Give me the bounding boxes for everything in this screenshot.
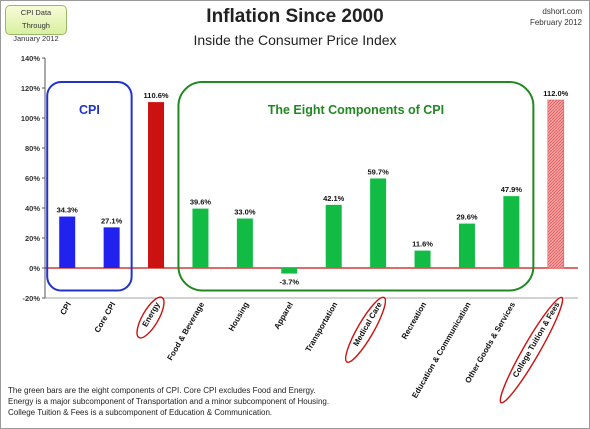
value-label: 34.3%: [57, 206, 79, 215]
bar-recreation: [414, 250, 431, 268]
data-through-box: CPI Data Through January 2012: [5, 5, 67, 43]
category-label: Recreation: [400, 300, 429, 340]
y-tick-label: 20%: [25, 234, 40, 243]
bar-food-beverage: [192, 208, 209, 268]
y-tick-label: 100%: [21, 114, 41, 123]
category-label: Food & Beverage: [165, 300, 206, 362]
group-boxes: CPI The Eight Components of CPI: [46, 81, 535, 292]
bar-education-communication: [458, 223, 475, 268]
category-label: Apparel: [272, 301, 295, 331]
value-label: 27.1%: [101, 216, 123, 225]
source-date: February 2012: [529, 18, 582, 27]
value-label: 29.6%: [456, 213, 478, 222]
category-label: Transportation: [304, 300, 340, 353]
category-label: CPI: [58, 301, 72, 317]
y-tick-label: 120%: [21, 84, 41, 93]
chart-notes: The green bars are the eight components …: [8, 385, 582, 418]
highlight-circle: [499, 296, 564, 404]
note-line-3: College Tuition & Fees is a subcomponent…: [8, 408, 273, 417]
components-group-box: [177, 81, 535, 292]
y-tick-label: 40%: [25, 204, 40, 213]
value-label: 47.9%: [501, 185, 523, 194]
category-label: College Tuition & Fees: [511, 300, 562, 379]
value-label: 39.6%: [190, 198, 212, 207]
chart-title: Inflation Since 2000: [206, 6, 384, 27]
value-label: 11.6%: [412, 240, 433, 249]
y-tick-label: -20%: [22, 294, 40, 303]
value-label: -3.7%: [279, 278, 299, 287]
bar-energy: [148, 102, 165, 268]
value-label: 42.1%: [323, 194, 345, 203]
value-label: 110.6%: [144, 91, 169, 100]
category-label: Housing: [227, 300, 251, 332]
cpi-group-box: [46, 81, 133, 292]
bar-apparel: [281, 268, 298, 274]
category-label: Core CPI: [93, 301, 118, 335]
bar-housing: [236, 218, 253, 268]
bar-medical-care: [370, 178, 387, 268]
y-tick-label: 80%: [25, 144, 40, 153]
y-tick-label: 0%: [29, 264, 40, 273]
value-label: 112.0%: [543, 89, 568, 98]
cpi-group-label: CPI: [79, 103, 100, 117]
data-through-line1: CPI Data Through: [20, 8, 52, 30]
source-site: dshort.com: [542, 7, 582, 16]
chart-subtitle: Inside the Consumer Price Index: [193, 32, 397, 48]
bars: [59, 99, 565, 274]
chart-axes: -20% 0% 20% 40% 60% 80% 100% 120% 140%: [21, 54, 578, 303]
highlight-circle: [344, 296, 387, 363]
value-label: 59.7%: [367, 167, 389, 176]
value-label: 33.0%: [234, 208, 256, 217]
source-credit: dshort.com February 2012: [530, 6, 582, 28]
category-label: Other Goods & Services: [463, 300, 517, 385]
bar-core-cpi: [103, 227, 120, 268]
bar-cpi: [59, 216, 76, 268]
components-group-label: The Eight Components of CPI: [268, 103, 444, 117]
bar-other-goods-services: [503, 196, 520, 268]
note-line-2: Energy is a major subcomponent of Transp…: [8, 397, 330, 406]
highlight-circle: [136, 296, 165, 339]
y-tick-label: 60%: [25, 174, 40, 183]
bar-transportation: [325, 204, 342, 268]
data-through-line2: January 2012: [13, 34, 59, 43]
bar-college-tuition-fees: [547, 99, 565, 269]
note-line-1: The green bars are the eight components …: [8, 386, 316, 395]
y-tick-label: 140%: [21, 54, 41, 63]
